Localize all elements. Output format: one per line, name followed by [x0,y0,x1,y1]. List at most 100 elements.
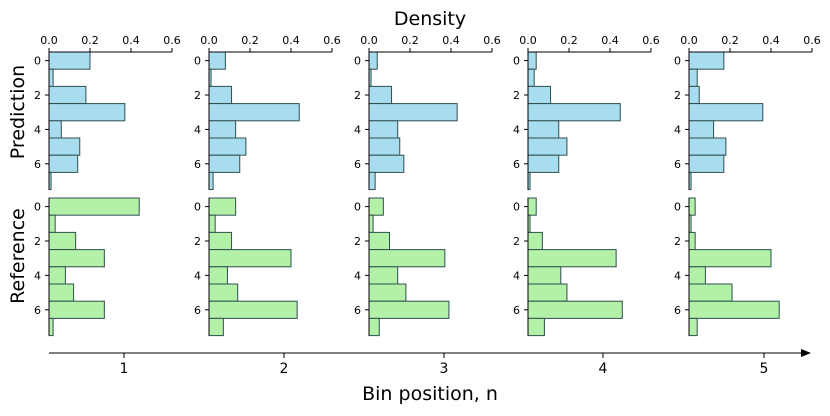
y-tick-label-2: 2 [194,235,201,248]
y-tick-label-6: 6 [674,158,681,171]
bar-reference-bin-7 [527,317,545,337]
y-tick-label-0: 0 [354,55,361,68]
panel-prediction-1: 0 2 4 6 0.0 0.2 0.4 0.6 [34,34,181,191]
y-tick-label-4: 4 [354,123,361,136]
bar-reference-bin-5 [368,283,407,302]
bar-prediction-bin-5 [527,137,568,156]
x-tick-label-0.6: 0.6 [483,34,501,47]
bar-prediction-bin-0 [688,51,725,70]
bar-prediction-bin-3 [527,103,621,122]
bar-reference-bin-5 [48,283,75,302]
panel-prediction-2: 0 2 4 6 0.0 0.2 0.4 0.6 [194,34,341,191]
bar-prediction-bin-3 [48,103,126,122]
bar-prediction-bin-5 [48,137,81,156]
x-tick-label-0.4: 0.4 [282,34,300,47]
x-tick-label-0.2: 0.2 [721,34,739,47]
x-tick-label-0.6: 0.6 [803,34,821,47]
bin-axis-label-2: 2 [280,361,289,377]
bar-reference-bin-4 [368,266,399,285]
panel-reference-3: 0 2 4 6 [354,197,450,337]
x-tick-label-0.0: 0.0 [40,34,58,47]
x-tick-label-0.4: 0.4 [442,34,460,47]
x-tick-label-0.6: 0.6 [323,34,341,47]
x-tick-label-0.2: 0.2 [241,34,259,47]
row-label-reference: Reference [7,208,29,304]
y-tick-label-0: 0 [34,201,41,214]
bar-reference-bin-7 [208,317,224,337]
bar-prediction-bin-3 [368,103,458,122]
bar-reference-bin-3 [48,249,105,268]
x-tick-label-0.4: 0.4 [601,34,619,47]
bar-prediction-bin-5 [688,137,727,156]
bar-prediction-bin-1 [688,68,698,87]
bar-reference-bin-5 [688,283,733,302]
y-tick-label-6: 6 [194,304,201,317]
bar-reference-bin-3 [208,249,292,268]
bar-prediction-bin-4 [527,120,560,139]
bar-reference-bin-3 [527,249,617,268]
bar-prediction-bin-2 [48,85,87,105]
y-tick-label-2: 2 [513,89,520,102]
bin-axis-label-4: 4 [599,361,608,377]
bar-prediction-bin-2 [208,85,233,105]
panel-prediction-3: 0 2 4 6 0.0 0.2 0.4 0.6 [354,34,501,191]
y-tick-label-4: 4 [513,123,520,136]
bar-prediction-bin-7 [368,171,376,191]
x-tick-label-0.0: 0.0 [519,34,537,47]
bar-prediction-bin-6 [208,154,241,173]
y-tick-label-0: 0 [674,55,681,68]
x-tick-label-0.6: 0.6 [642,34,660,47]
bar-prediction-bin-3 [688,103,764,122]
bar-reference-bin-1 [48,214,56,233]
bar-prediction-bin-0 [48,51,91,70]
y-tick-label-2: 2 [354,89,361,102]
bar-reference-bin-7 [688,317,698,337]
bar-prediction-bin-6 [368,154,405,173]
bar-reference-bin-7 [368,317,380,337]
y-tick-label-0: 0 [34,55,41,68]
bar-prediction-bin-5 [208,137,247,156]
bar-prediction-bin-0 [527,51,537,70]
bar-prediction-bin-1 [48,68,54,87]
bar-reference-bin-6 [368,300,450,319]
bar-reference-bin-3 [368,249,446,268]
x-tick-label-0.2: 0.2 [560,34,578,47]
bar-reference-bin-4 [48,266,66,285]
bin-axis-label-1: 1 [120,361,129,377]
bar-prediction-bin-2 [688,85,700,105]
bar-reference-bin-4 [688,266,706,285]
bar-reference-bin-0 [688,197,696,216]
y-tick-label-0: 0 [194,201,201,214]
y-tick-label-4: 4 [354,269,361,282]
bar-prediction-bin-2 [527,85,552,105]
panel-reference-1: 0 2 4 6 [34,197,140,337]
y-tick-label-6: 6 [34,304,41,317]
bar-reference-bin-2 [48,231,77,251]
x-tick-label-0.0: 0.0 [360,34,378,47]
panel-reference-2: 0 2 4 6 [194,197,298,337]
x-tick-label-0.0: 0.0 [200,34,218,47]
bar-prediction-bin-5 [368,137,401,156]
bar-prediction-bin-4 [368,120,399,139]
bar-reference-bin-5 [527,283,568,302]
bar-prediction-bin-6 [48,154,79,173]
bar-prediction-bin-1 [527,68,535,87]
bar-reference-bin-6 [48,300,105,319]
bar-reference-bin-2 [368,231,390,251]
bar-prediction-bin-3 [208,103,300,122]
bar-reference-bin-4 [208,266,228,285]
y-tick-label-6: 6 [354,158,361,171]
bar-reference-bin-0 [527,197,537,216]
y-tick-label-6: 6 [513,158,520,171]
bar-reference-bin-1 [368,214,374,233]
bar-prediction-bin-0 [208,51,226,70]
panel-prediction-4: 0 2 4 6 0.0 0.2 0.4 0.6 [513,34,660,191]
bar-reference-bin-5 [208,283,239,302]
bar-prediction-bin-4 [208,120,237,139]
y-tick-label-6: 6 [194,158,201,171]
y-tick-label-2: 2 [34,89,41,102]
y-tick-label-4: 4 [34,123,41,136]
panel-reference-4: 0 2 4 6 [513,197,623,337]
